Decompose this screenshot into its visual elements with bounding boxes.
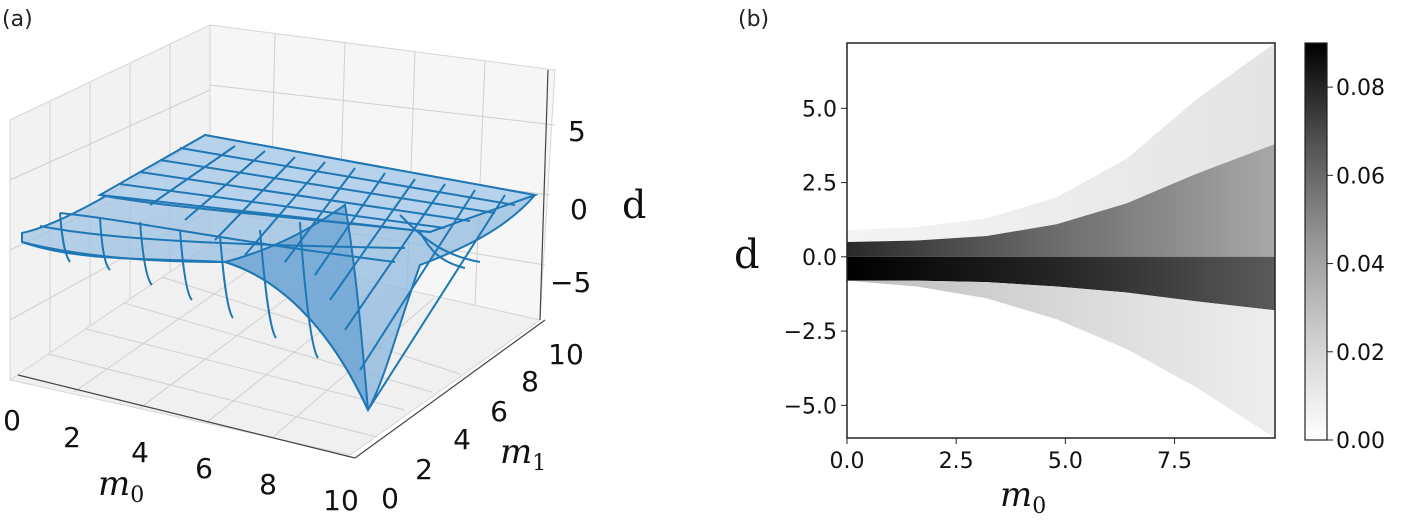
colorbar-tick-label: 0.06 bbox=[1336, 164, 1385, 189]
z-axis-label: d bbox=[622, 183, 646, 227]
x-tick: 8 bbox=[259, 468, 277, 501]
x-tick-label: 0.0 bbox=[830, 449, 865, 474]
surface-wireframe bbox=[21, 145, 516, 411]
heatmap-x-label: m0 bbox=[1000, 475, 1046, 519]
panel-b: (b) 0.0 2.5 5.0 7.5 5.02.50.0−2.5−5.0 m0 d … bbox=[734, 7, 1385, 519]
heatmap-band bbox=[847, 43, 1275, 242]
z-tick: −5 bbox=[550, 266, 591, 299]
colorbar-tick-label: 0.00 bbox=[1336, 429, 1385, 454]
panel-b-label: (b) bbox=[738, 7, 769, 32]
x-tick-label: 2.5 bbox=[939, 449, 974, 474]
y-tick: 0 bbox=[381, 482, 399, 515]
heatmap-y-label: d bbox=[734, 232, 760, 278]
y-tick-label: 0.0 bbox=[802, 246, 837, 271]
panel-a: (a) bbox=[2, 7, 646, 517]
heatmap-frame bbox=[846, 42, 1276, 439]
colorbar-tick-label: 0.04 bbox=[1336, 253, 1385, 278]
y-tick: 8 bbox=[521, 365, 539, 398]
x-tick: 2 bbox=[63, 421, 81, 454]
x-tick-labels: 0 2 4 6 8 10 bbox=[3, 404, 359, 517]
y-tick-labels: 0 2 4 6 8 10 bbox=[381, 338, 584, 515]
heatmap-band bbox=[847, 280, 1275, 438]
y-tick-label: 2.5 bbox=[802, 172, 837, 197]
y-tick-label: 5.0 bbox=[802, 97, 837, 122]
colorbar-tick-label: 0.08 bbox=[1336, 76, 1385, 101]
y-tick: 6 bbox=[490, 395, 508, 428]
z-tick: 5 bbox=[568, 115, 586, 148]
z-tick-labels: 5 0 −5 bbox=[550, 115, 591, 299]
panel-a-label: (a) bbox=[2, 7, 33, 32]
z-tick: 0 bbox=[570, 193, 588, 226]
3d-axes bbox=[17, 69, 549, 459]
x-tick-label: 7.5 bbox=[1157, 449, 1192, 474]
colorbar bbox=[1304, 42, 1328, 441]
y-tick: 10 bbox=[548, 338, 584, 371]
x-tick: 10 bbox=[323, 484, 359, 517]
colorbar-tick-label: 0.02 bbox=[1336, 341, 1385, 366]
y-tick-label: −5.0 bbox=[784, 394, 837, 419]
x-tick-label: 5.0 bbox=[1048, 449, 1083, 474]
heatmap-band bbox=[847, 256, 1275, 311]
heatmap-bands bbox=[847, 43, 1275, 438]
x-axis-label: m0 bbox=[98, 464, 144, 508]
x-tick: 0 bbox=[3, 404, 21, 437]
y-tick: 2 bbox=[415, 453, 433, 486]
y-axis-label: m1 bbox=[500, 432, 546, 476]
x-tick: 6 bbox=[195, 452, 213, 485]
y-tick-label: −2.5 bbox=[784, 320, 837, 345]
heatmap-y-ticks: 5.0 2.5 0.0 −2.5 −5.0 bbox=[784, 97, 847, 419]
surface-plateau bbox=[96, 133, 539, 234]
heatmap-band bbox=[847, 144, 1275, 257]
y-tick: 4 bbox=[453, 423, 471, 456]
heatmap-x-ticks: 0.0 2.5 5.0 7.5 bbox=[830, 438, 1192, 474]
colorbar-ticks: 0.08 0.06 0.04 0.02 0.00 bbox=[1327, 76, 1385, 454]
x-tick: 4 bbox=[131, 436, 149, 469]
